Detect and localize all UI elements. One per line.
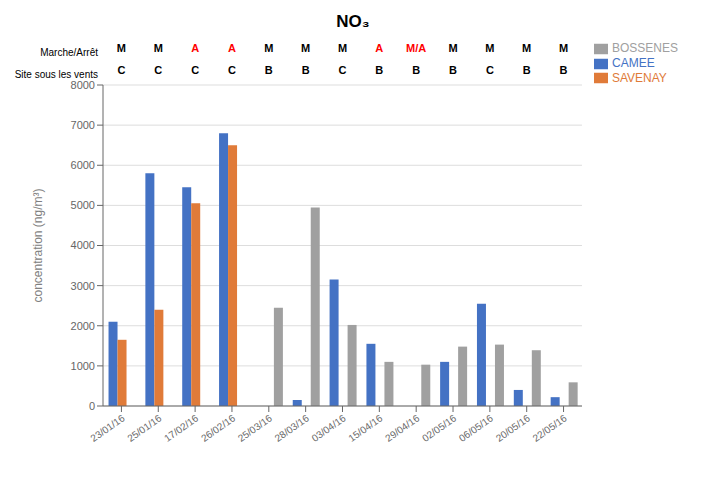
html-text:CAMEE: CAMEE (612, 55, 655, 70)
svg-text:0: 0 (89, 400, 95, 412)
svg-text:29/04/16: 29/04/16 (383, 412, 422, 444)
svg-text:02/05/16: 02/05/16 (420, 412, 459, 444)
svg-text:A: A (191, 42, 199, 54)
svg-text:C: C (486, 64, 494, 76)
svg-text:4000: 4000 (71, 239, 95, 251)
svg-text:06/05/16: 06/05/16 (457, 412, 496, 444)
svg-text:M: M (485, 42, 494, 54)
svg-text:B: B (375, 64, 383, 76)
svg-text:B: B (265, 64, 273, 76)
html-text:NO₃: NO₃ (336, 12, 370, 31)
svg-text:B: B (523, 64, 531, 76)
svg-text:concentration (ng/m³): concentration (ng/m³) (31, 188, 45, 302)
svg-text:25/01/16: 25/01/16 (125, 412, 164, 444)
html-text:BOSSENES: BOSSENES (612, 41, 678, 55)
svg-text:20/05/16: 20/05/16 (494, 412, 533, 444)
svg-text:M: M (264, 42, 273, 54)
svg-text:C: C (154, 64, 162, 76)
svg-text:C: C (117, 64, 125, 76)
svg-text:22/05/16: 22/05/16 (531, 412, 570, 444)
svg-text:Site sous les vents: Site sous les vents (15, 69, 98, 80)
svg-text:M/A: M/A (406, 42, 426, 54)
svg-text:A: A (228, 42, 236, 54)
svg-text:3000: 3000 (71, 280, 95, 292)
svg-text:26/02/16: 26/02/16 (199, 412, 238, 444)
svg-text:C: C (228, 64, 236, 76)
svg-text:M: M (301, 42, 310, 54)
svg-text:8000: 8000 (71, 79, 95, 91)
svg-text:M: M (154, 42, 163, 54)
svg-text:M: M (338, 42, 347, 54)
svg-text:7000: 7000 (71, 119, 95, 131)
svg-text:6000: 6000 (71, 159, 95, 171)
svg-text:28/03/16: 28/03/16 (273, 412, 312, 444)
svg-text:Marche/Arrêt: Marche/Arrêt (40, 47, 98, 58)
svg-text:M: M (522, 42, 531, 54)
svg-text:03/04/16: 03/04/16 (309, 412, 348, 444)
svg-text:B: B (449, 64, 457, 76)
svg-text:C: C (339, 64, 347, 76)
html-text:SAVENAY: SAVENAY (612, 70, 667, 85)
svg-text:5000: 5000 (71, 199, 95, 211)
svg-text:A: A (375, 42, 383, 54)
svg-text:17/02/16: 17/02/16 (162, 412, 201, 444)
svg-text:23/01/16: 23/01/16 (88, 412, 127, 444)
svg-text:B: B (560, 64, 568, 76)
svg-text:M: M (117, 42, 126, 54)
svg-text:25/03/16: 25/03/16 (236, 412, 275, 444)
svg-text:M: M (448, 42, 457, 54)
svg-text:2000: 2000 (71, 320, 95, 332)
svg-text:B: B (412, 64, 420, 76)
svg-text:B: B (302, 64, 310, 76)
svg-text:C: C (191, 64, 199, 76)
svg-text:1000: 1000 (71, 360, 95, 372)
svg-text:15/04/16: 15/04/16 (346, 412, 385, 444)
svg-text:M: M (559, 42, 568, 54)
